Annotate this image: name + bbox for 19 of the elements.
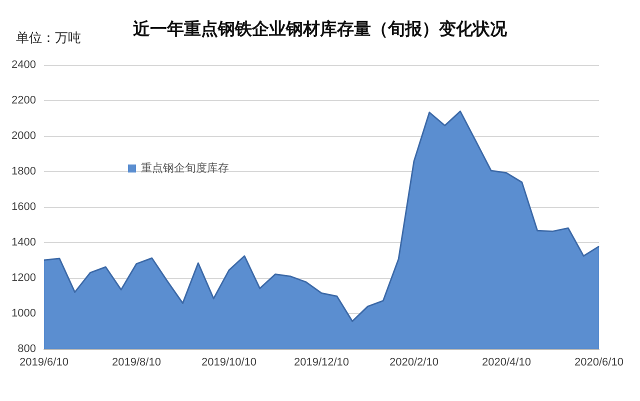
- y-tick-label: 1400: [12, 236, 36, 248]
- x-tick-label: 2020/2/10: [390, 356, 438, 368]
- y-axis-title: 单位：万吨: [16, 31, 81, 46]
- x-tick-label: 2019/10/10: [201, 356, 257, 368]
- chart-title: 近一年重点钢铁企业钢材库存量（旬报）变化状况: [132, 20, 508, 40]
- y-tick-label: 1000: [12, 308, 36, 320]
- x-tick-label: 2020/6/10: [574, 356, 624, 368]
- y-tick-label: 2000: [12, 130, 36, 142]
- y-tick-label: 1600: [12, 201, 36, 213]
- x-tick-label: 2019/8/10: [112, 356, 161, 368]
- y-tick-label: 1800: [12, 166, 36, 178]
- legend-label: 重点钢企旬度库存: [141, 162, 229, 174]
- y-tick-label: 1200: [12, 272, 36, 284]
- y-tick-label: 2200: [12, 94, 36, 106]
- x-tick-label: 2020/4/10: [482, 356, 531, 368]
- y-tick-label: 800: [18, 343, 36, 355]
- x-tick-label: 2019/12/10: [294, 356, 350, 368]
- y-tick-label: 2400: [12, 59, 36, 71]
- x-tick-label: 2019/6/10: [20, 356, 68, 368]
